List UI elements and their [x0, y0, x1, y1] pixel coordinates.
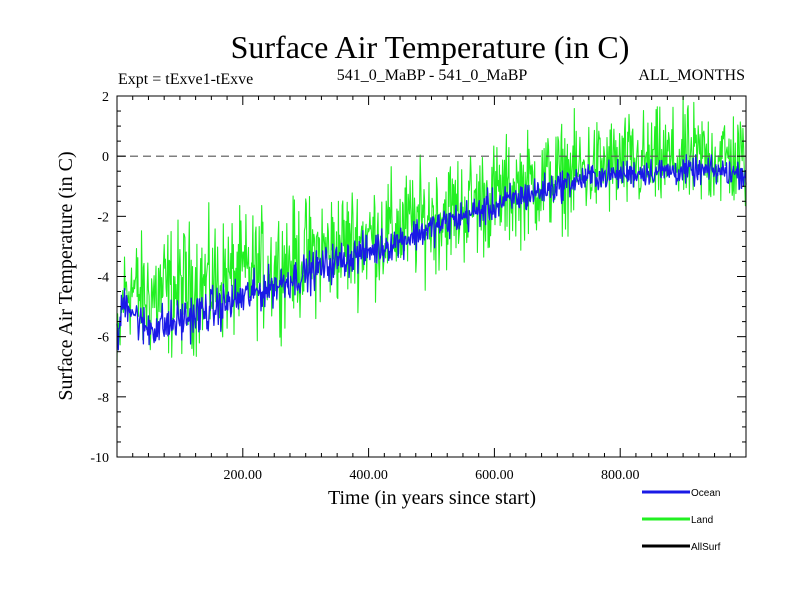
legend: Ocean Land AllSurf	[642, 488, 721, 553]
chart-title: Surface Air Temperature (in C)	[231, 29, 630, 65]
y-tick-label: -10	[90, 451, 109, 466]
x-tick-label: 200.00	[224, 468, 263, 483]
legend-label-ocean: Ocean	[691, 488, 720, 499]
period-label: 541_0_MaBP - 541_0_MaBP	[337, 67, 528, 84]
legend-label-allsurf: AllSurf	[691, 542, 721, 553]
y-tick-label: -2	[97, 210, 109, 225]
y-tick-label: 2	[102, 90, 109, 105]
experiment-label: Expt = tExve1-tExve	[118, 71, 253, 88]
months-label: ALL_MONTHS	[638, 67, 745, 84]
y-tick-label: -4	[97, 271, 109, 286]
x-tick-label: 600.00	[475, 468, 514, 483]
y-tick-label: 0	[102, 150, 109, 165]
x-tick-label: 400.00	[349, 468, 388, 483]
legend-label-land: Land	[691, 515, 713, 526]
axes-layer: -10 -8 -6 -4 -2 0 2 200.00 400.00 600.00 800.00	[90, 90, 747, 483]
y-tick-label: -8	[97, 391, 109, 406]
y-tick-label: -6	[97, 331, 109, 346]
x-tick-label: 800.00	[601, 468, 640, 483]
x-axis-label: Time (in years since start)	[328, 487, 536, 509]
series-line-ocean	[116, 154, 747, 351]
y-axis-label: Surface Air Temperature (in C)	[55, 151, 77, 400]
series-layer	[116, 95, 747, 362]
